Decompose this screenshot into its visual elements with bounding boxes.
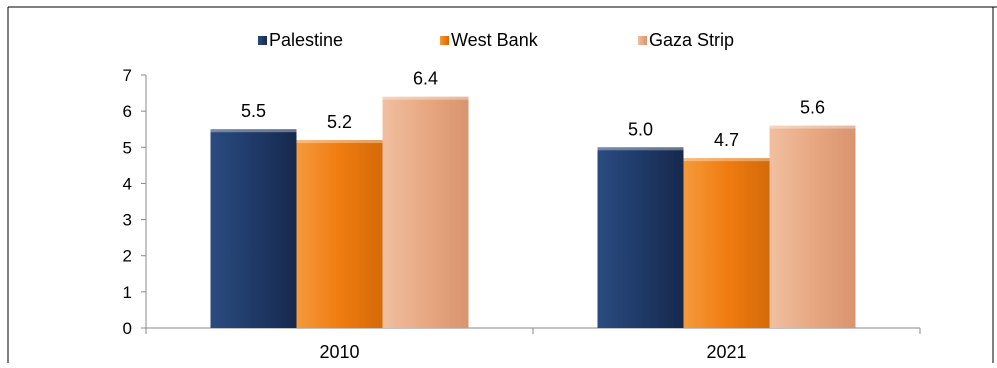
bar-palestine — [597, 147, 684, 328]
legend: Palestine West Bank Gaza Strip — [258, 30, 734, 50]
bar-west-bank — [296, 140, 383, 328]
y-tick-label: 5 — [123, 138, 132, 157]
bar-highlight — [683, 158, 770, 162]
bar-west-bank — [683, 158, 770, 328]
bar-palestine — [210, 129, 297, 328]
bar-gaza-strip — [382, 96, 469, 328]
bar-highlight — [296, 140, 383, 144]
data-label: 5.5 — [241, 101, 266, 121]
data-label: 5.6 — [800, 98, 825, 118]
y-tick-label: 6 — [123, 102, 132, 121]
legend-label: West Bank — [451, 30, 539, 50]
x-category-label: 2021 — [706, 342, 746, 362]
y-tick-label: 0 — [123, 319, 132, 338]
data-label: 4.7 — [714, 130, 739, 150]
y-tick-label: 7 — [123, 66, 132, 85]
y-tick-label: 3 — [123, 211, 132, 230]
legend-label: Palestine — [269, 30, 343, 50]
legend-swatch-west-bank — [440, 36, 449, 45]
legend-swatch-gaza-strip — [638, 36, 647, 45]
y-tick-label: 4 — [123, 174, 132, 193]
bar-gaza-strip — [769, 125, 856, 328]
y-tick-label: 2 — [123, 247, 132, 266]
data-label: 5.2 — [327, 112, 352, 132]
plot-area: 0 1 2 3 4 5 6 7 5.5 5.2 6.4 2010 5.0 4.7 5.6 2021 — [123, 66, 921, 362]
data-label: 6.4 — [413, 69, 438, 89]
data-label: 5.0 — [628, 119, 653, 139]
bar-highlight — [210, 129, 297, 133]
bar-highlight — [597, 147, 684, 151]
y-tick-label: 1 — [123, 283, 132, 302]
bar-highlight — [769, 125, 856, 129]
x-category-label: 2010 — [319, 342, 359, 362]
legend-label: Gaza Strip — [649, 30, 734, 50]
bar-highlight — [382, 96, 469, 100]
legend-swatch-palestine — [258, 36, 267, 45]
